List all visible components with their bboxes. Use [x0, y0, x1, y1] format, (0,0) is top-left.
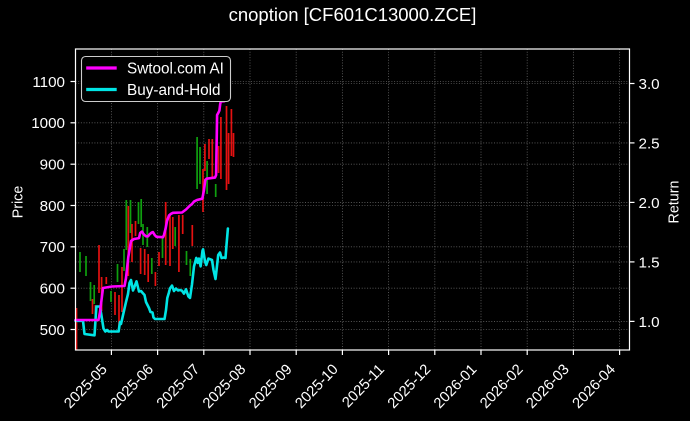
- svg-text:1.0: 1.0: [639, 314, 660, 331]
- svg-text:Price: Price: [11, 186, 27, 219]
- svg-text:Buy-and-Hold: Buy-and-Hold: [127, 82, 221, 99]
- svg-text:700: 700: [40, 239, 65, 256]
- svg-text:800: 800: [40, 198, 65, 215]
- svg-text:900: 900: [40, 157, 65, 174]
- svg-text:500: 500: [40, 322, 65, 339]
- svg-text:2.5: 2.5: [639, 135, 660, 152]
- svg-text:600: 600: [40, 281, 65, 298]
- svg-text:1100: 1100: [32, 74, 65, 91]
- svg-text:1.5: 1.5: [639, 254, 660, 271]
- svg-text:Swtool.com AI: Swtool.com AI: [127, 60, 224, 77]
- svg-text:1000: 1000: [31, 115, 65, 132]
- svg-text:3.0: 3.0: [639, 76, 660, 93]
- svg-text:Return: Return: [667, 181, 683, 224]
- svg-text:2.0: 2.0: [639, 195, 660, 212]
- svg-text:cnoption [CF601C13000.ZCE]: cnoption [CF601C13000.ZCE]: [229, 4, 477, 25]
